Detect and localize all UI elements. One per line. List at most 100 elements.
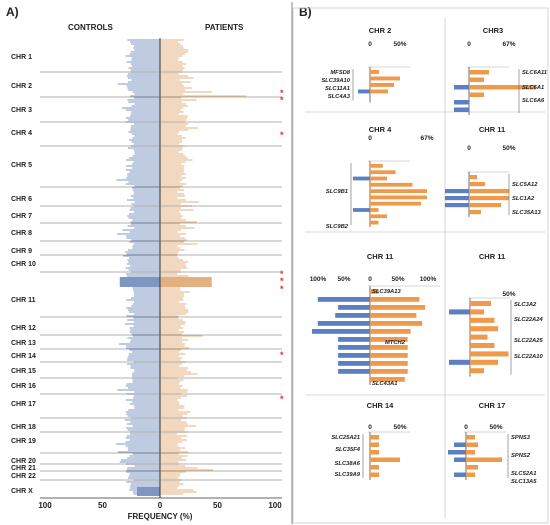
scale-label-0: 0 — [368, 424, 372, 431]
chr-label-8: CHR 9 — [11, 248, 32, 255]
control-bar — [338, 305, 370, 310]
patient-bar — [370, 329, 411, 334]
scale-label-2: 50% — [391, 276, 404, 283]
patient-bar — [470, 326, 498, 332]
patient-bar — [469, 175, 477, 180]
x-tick-1: 50 — [98, 501, 107, 510]
scale-label-0: 50% — [502, 291, 515, 298]
control-bar — [454, 442, 466, 447]
chr-label-21: CHR 22 — [11, 473, 36, 480]
gene-label-3: SLC13A5 — [511, 479, 537, 485]
patient-bar — [466, 450, 475, 455]
significance-marker-6: * — [280, 350, 284, 360]
patient-bar — [470, 351, 509, 357]
patient-bar — [370, 289, 379, 294]
patient-bar — [469, 182, 485, 187]
gene-subpanels: CHR 2 0 50% MFSD8 SLC39A10 SLC11A1 SLC4A3 CHR3 0… — [310, 26, 547, 485]
patient-bar — [370, 201, 421, 206]
control-bar — [317, 321, 370, 326]
chr-label-16: CHR 17 — [11, 401, 36, 408]
control-bar — [454, 107, 469, 112]
x-tick-4: 100 — [268, 501, 282, 510]
patient-bar — [370, 170, 396, 175]
subpanel-title: CHR 11 — [479, 125, 505, 134]
patient-bar — [370, 176, 387, 181]
significance-markers: ******** — [280, 88, 284, 404]
gene-label-3: SLC4A3 — [328, 94, 351, 100]
subpanel-title: CHR 4 — [369, 125, 392, 134]
subpanel-title: CHR 14 — [367, 401, 395, 410]
chr-label-3: CHR 4 — [11, 130, 32, 137]
significance-marker-7: * — [280, 394, 284, 404]
gene-label-2: SLC6A6 — [522, 98, 545, 104]
patient-bar — [466, 465, 478, 470]
patient-bar — [470, 343, 495, 349]
control-bar — [454, 85, 469, 90]
gene-label-3: SLC39A9 — [335, 472, 361, 478]
subpanel-7: CHR 17 0 50% SPNS3 SPNS2 SLC52A1 SLC13A5 — [448, 401, 537, 485]
x-tick-3: 50 — [213, 501, 222, 510]
panel-b-label: B) — [299, 5, 312, 19]
patient-bar — [470, 334, 488, 340]
scale-label-1: 50% — [489, 424, 502, 431]
patient-bar — [370, 208, 379, 212]
control-bar — [454, 457, 466, 462]
chr-label-6: CHR 7 — [11, 213, 32, 220]
patient-bar — [370, 195, 427, 200]
patients-header: PATIENTS — [205, 23, 244, 32]
subpanel-2: CHR 40 67% SLC9B1 SLC9B2 — [326, 125, 434, 230]
chromosome-labels: CHR 1 CHR 2 CHR 3 CHR 4 CHR 5 CHR 6 CHR 7 CHR 8… — [11, 54, 36, 495]
control-bar — [448, 450, 466, 455]
patient-bar — [470, 309, 484, 315]
gene-label-1: SLC22A24 — [514, 317, 543, 323]
control-bar — [312, 329, 370, 334]
patient-bar — [370, 337, 408, 342]
scale-label-1: 67% — [502, 41, 515, 48]
subpanel-title: CHR3 — [483, 26, 503, 35]
scale-label-1: 50% — [502, 145, 515, 152]
chr-label-1: CHR 2 — [11, 83, 32, 90]
chr-label-2: CHR 3 — [11, 107, 32, 114]
scale-label-0: 0 — [464, 424, 468, 431]
x-tick-2: 0 — [158, 501, 163, 510]
control-bar — [358, 89, 370, 94]
x-axis-label: FREQUENCY (%) — [128, 512, 193, 521]
control-bar — [338, 345, 370, 350]
chr-label-22: CHR X — [11, 488, 33, 495]
patient-bar — [470, 317, 495, 323]
scale-label-0: 100% — [310, 276, 327, 283]
gene-label-0: SLC5A12 — [512, 182, 538, 188]
subpanel-0: CHR 2 0 50% MFSD8 SLC39A10 SLC11A1 SLC4A3 — [321, 26, 410, 103]
patient-bar — [370, 345, 408, 350]
chr-label-15: CHR 16 — [11, 383, 36, 390]
gene-label-2: SLC22A25 — [514, 338, 543, 344]
x-tick-0: 100 — [38, 501, 52, 510]
subpanel-title: CHR 11 — [479, 252, 505, 261]
control-bar — [335, 313, 370, 318]
patient-bar — [469, 203, 501, 208]
chr-label-20: CHR 21 — [11, 465, 36, 472]
gene-label-2: SLC35A13 — [512, 210, 541, 216]
chr-label-11: CHR 12 — [11, 325, 36, 332]
control-bar — [338, 353, 370, 358]
chr-label-10: CHR 11 — [11, 297, 36, 304]
patient-bar — [370, 442, 379, 447]
subpanel-5: CHR 11 50% SLC3A2 SLC22A24 SLC22A25 SLC22A10 — [449, 252, 543, 377]
gene-label-0: MFSD8 — [330, 70, 350, 76]
gene-label-1: SLC9B2 — [326, 224, 349, 230]
patient-bar — [370, 361, 408, 366]
gene-label-2: SLC52A1 — [511, 471, 536, 477]
control-block-chrx — [137, 487, 160, 496]
control-bar — [445, 203, 469, 208]
control-bar — [449, 309, 470, 315]
chr-label-17: CHR 18 — [11, 424, 36, 431]
patient-bar — [370, 377, 405, 382]
control-bar — [317, 297, 370, 302]
scale-label-0: 0 — [467, 145, 471, 152]
patient-bar — [370, 472, 379, 477]
control-bar — [338, 361, 370, 366]
patient-bar — [370, 457, 400, 462]
subpanel-3: CHR 11 0 50% SLC5A12 SLC1A2 SLC35A13 — [445, 125, 541, 217]
patient-bar — [469, 70, 489, 75]
